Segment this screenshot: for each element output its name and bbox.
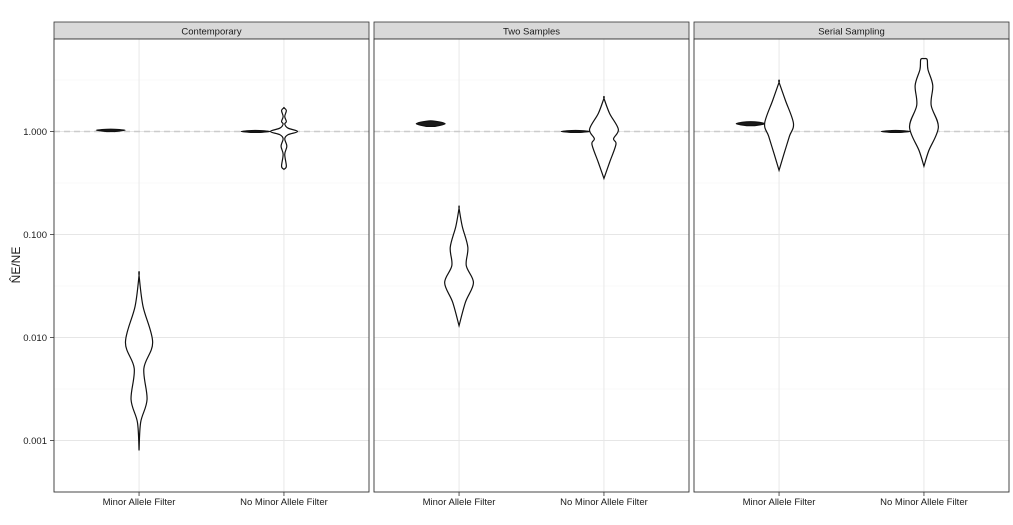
y-tick-label: 0.001 (23, 436, 47, 447)
violin-shape (124, 271, 154, 451)
x-tick-label: Minor Allele Filter (423, 497, 496, 508)
facet-panel-two-samples: Two Samples Minor Allele Filter No Minor A… (373, 21, 690, 508)
gridlines (54, 39, 369, 493)
facet-panels: Contemporary Minor Allele Filter No Minor … (53, 21, 1010, 508)
violin-shape (908, 57, 939, 169)
y-axis-title: N̂E/NE (8, 247, 23, 284)
x-tick-label: Minor Allele Filter (103, 497, 176, 508)
facet-panel-serial-sampling: Serial Sampling Minor Allele Filter No Min… (693, 21, 1010, 508)
plot-area (374, 39, 689, 492)
violin-shape (269, 106, 299, 171)
panel-border (53, 38, 370, 493)
violin-shape (735, 121, 766, 127)
violin-shape (763, 79, 795, 173)
x-tick-label: No Minor Allele Filter (240, 497, 328, 508)
violin-shape (95, 128, 126, 133)
panel-border (693, 38, 1010, 493)
facet-title: Two Samples (503, 27, 560, 38)
y-axis-ticks: 0.001 0.010 0.100 1.000 (23, 127, 54, 447)
y-tick-label: 1.000 (23, 127, 47, 138)
y-tick-label: 0.100 (23, 230, 47, 241)
violin-shape (240, 129, 271, 133)
violin-shape (880, 129, 911, 133)
violin-shape (415, 120, 446, 128)
x-tick-label: Minor Allele Filter (743, 497, 816, 508)
y-axis-label: N̂E/NE (8, 247, 23, 284)
panel-border (373, 38, 690, 493)
facet-panel-contemporary: Contemporary Minor Allele Filter No Minor … (53, 21, 370, 508)
facet-title: Serial Sampling (818, 27, 885, 38)
violin-shape (588, 95, 619, 181)
facet-title: Contemporary (181, 27, 241, 38)
violin-shape (560, 129, 591, 133)
x-tick-label: No Minor Allele Filter (560, 497, 648, 508)
x-tick-label: No Minor Allele Filter (880, 497, 968, 508)
violin-shape (444, 205, 475, 329)
plot-area (54, 39, 369, 492)
plot-area (694, 39, 1009, 492)
y-tick-label: 0.010 (23, 333, 47, 344)
